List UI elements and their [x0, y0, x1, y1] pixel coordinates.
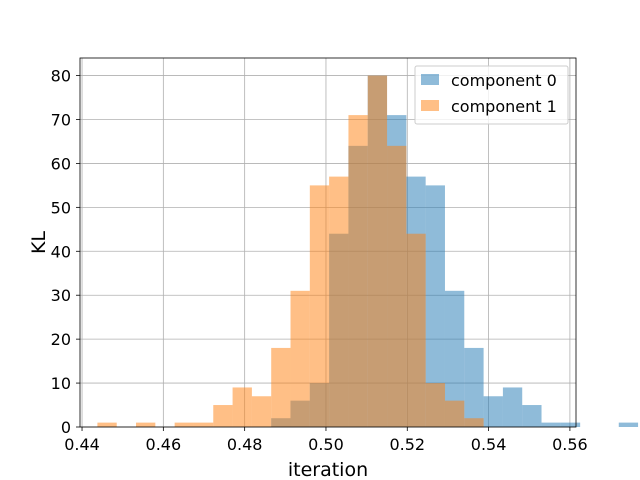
- axis-ticks: 0.44 0.46 0.48 0.50 0.52 0.54 0.56 0 10 20 30 40 50 6…: [51, 67, 588, 454]
- y-axis-label: KL: [28, 231, 50, 254]
- histogram-bar-component-0: [464, 347, 484, 427]
- histogram-bar-component-0: [522, 405, 542, 427]
- histogram-bar-component-1: [387, 145, 407, 427]
- legend: component 0 component 1: [414, 65, 569, 125]
- x-tick-label: 0.50: [308, 435, 344, 454]
- x-tick-label: 0.44: [64, 435, 100, 454]
- histogram-bar-component-1: [309, 185, 330, 427]
- y-tick-label: 10: [51, 374, 71, 393]
- y-tick-label: 70: [51, 111, 71, 130]
- histogram-bar-component-1: [97, 422, 117, 427]
- histogram-bar-component-0: [425, 185, 445, 427]
- legend-swatch-component-0: [421, 74, 439, 85]
- y-tick-label: 50: [51, 198, 71, 217]
- histogram-bar-component-1: [213, 405, 233, 427]
- histogram-bar-component-0: [444, 290, 465, 427]
- histogram-bar-component-1: [464, 418, 484, 427]
- legend-label-component-0: component 0: [451, 71, 557, 90]
- histogram-bar-component-1: [232, 387, 252, 427]
- histogram-bar-component-0: [502, 387, 523, 427]
- histogram-bar-component-1: [290, 290, 310, 427]
- legend-swatch-component-1: [421, 100, 439, 111]
- y-tick-label: 20: [51, 330, 71, 349]
- histogram-bar-component-1: [445, 400, 465, 427]
- histogram-bar-component-1: [367, 75, 388, 428]
- x-tick-label: 0.48: [227, 435, 263, 454]
- histogram-bar-component-1: [136, 422, 156, 427]
- x-axis-label: iteration: [288, 459, 368, 480]
- legend-box: [414, 65, 569, 125]
- y-tick-label: 0: [61, 418, 71, 437]
- x-tick-label: 0.54: [471, 435, 507, 454]
- y-tick-label: 40: [51, 242, 71, 261]
- x-tick-label: 0.52: [389, 435, 425, 454]
- histogram-bar-component-0: [483, 396, 503, 427]
- histogram-bar-component-1: [425, 383, 446, 427]
- y-tick-label: 30: [51, 286, 71, 305]
- histogram-bar-component-1: [174, 422, 194, 427]
- histogram-bar-component-1: [329, 176, 349, 427]
- y-tick-label: 80: [51, 67, 71, 86]
- histogram-bar-component-1: [348, 115, 368, 427]
- histogram-bar-component-0: [541, 422, 561, 427]
- y-tick-label: 60: [51, 154, 71, 173]
- histogram-bar-component-1: [271, 347, 291, 427]
- histogram-bar-component-1: [251, 396, 272, 427]
- histogram-bar-component-1: [193, 422, 214, 427]
- plot-frame: [79, 57, 577, 428]
- histogram-bars: [97, 75, 639, 428]
- legend-label-component-1: component 1: [451, 97, 557, 116]
- x-tick-label: 0.46: [146, 435, 182, 454]
- histogram-bar-component-0: [560, 422, 581, 427]
- histogram-bar-component-1: [406, 233, 426, 427]
- histogram-bar-component-0: [618, 422, 639, 427]
- x-tick-label: 0.56: [552, 435, 588, 454]
